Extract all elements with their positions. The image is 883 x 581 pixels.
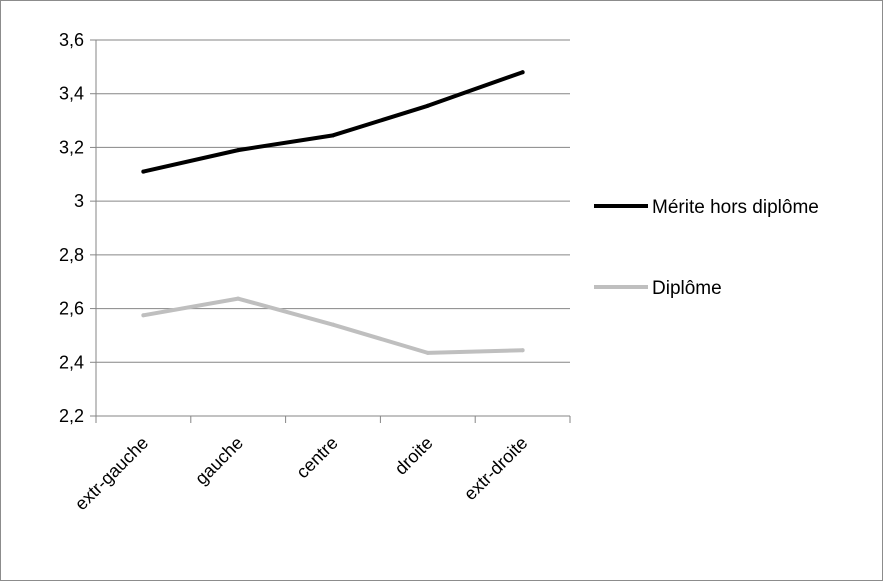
data-point <box>425 103 430 108</box>
data-point <box>520 70 525 75</box>
x-tick-label: droite <box>391 433 437 479</box>
data-point <box>331 322 335 327</box>
data-point <box>236 148 241 153</box>
y-tick-label: 2,2 <box>59 406 84 426</box>
data-point <box>236 296 241 301</box>
y-tick-labels: 2,2 2,4 2,6 2,8 3 3,2 3,4 3,6 <box>59 30 84 426</box>
y-tick-label: 2,8 <box>59 245 84 265</box>
series-lines <box>141 70 525 355</box>
legend: Mérite hors diplôme Diplôme <box>594 197 819 299</box>
axes <box>90 39 571 423</box>
x-tick-label: extr-gauche <box>71 433 152 514</box>
x-tick-label: extr-droite <box>460 433 531 504</box>
series-line <box>141 70 525 174</box>
y-tick-label: 2,6 <box>59 299 84 319</box>
y-tick-label: 3,4 <box>59 84 84 104</box>
y-tick-label: 2,4 <box>59 352 84 372</box>
data-point <box>520 348 525 353</box>
y-tick-label: 3 <box>74 191 84 211</box>
x-tick-label: centre <box>292 433 342 483</box>
legend-label: Mérite hors diplôme <box>652 197 819 218</box>
data-point <box>425 350 430 355</box>
data-point <box>141 169 146 174</box>
legend-label: Diplôme <box>652 278 722 299</box>
data-point <box>331 133 335 138</box>
x-tick-label: gauche <box>191 433 247 489</box>
data-point <box>141 313 146 318</box>
grid-lines <box>96 39 570 417</box>
x-tick-labels: extr-gauche gauche centre droite extr-droite <box>71 433 532 514</box>
y-tick-label: 3,2 <box>59 137 84 157</box>
y-tick-label: 3,6 <box>59 30 84 50</box>
